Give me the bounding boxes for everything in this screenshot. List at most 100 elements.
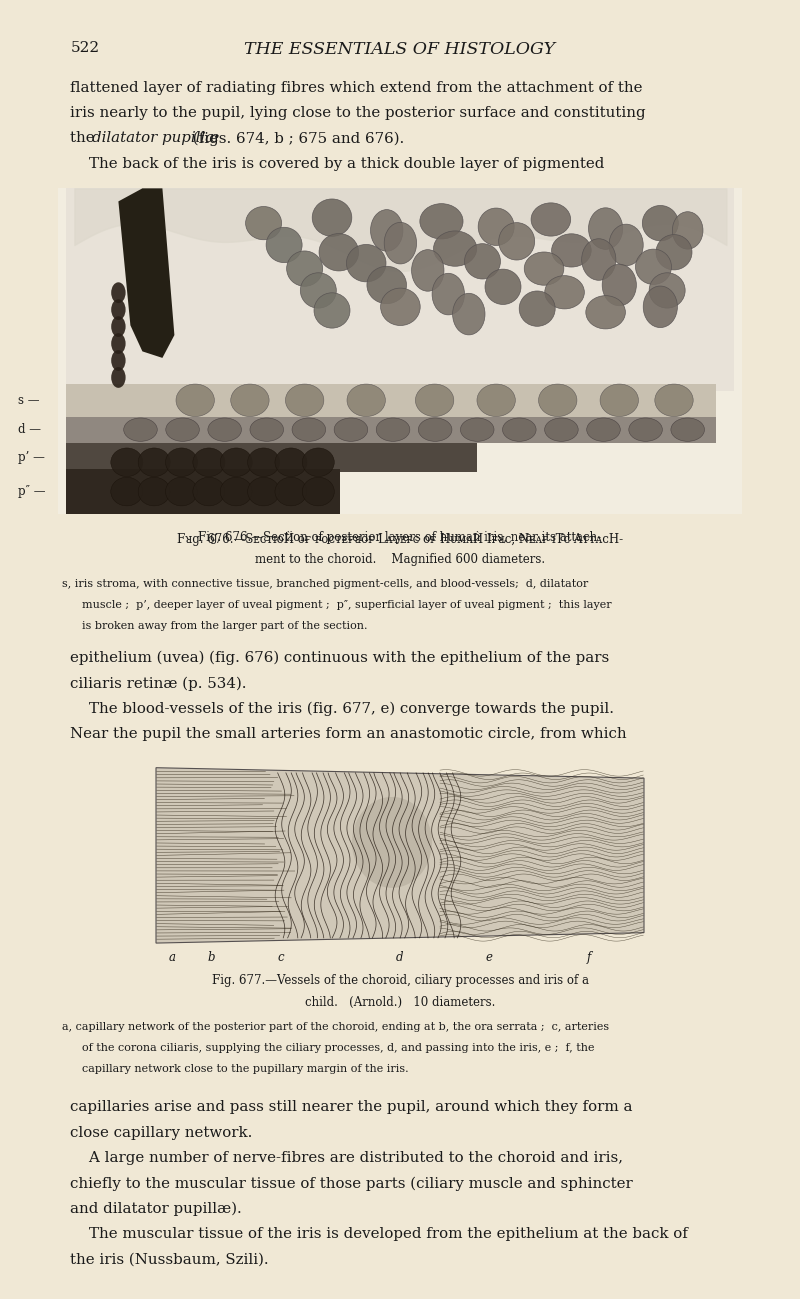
Ellipse shape [643, 286, 678, 327]
FancyBboxPatch shape [66, 188, 734, 391]
Ellipse shape [220, 477, 252, 505]
FancyBboxPatch shape [66, 385, 716, 417]
Text: d: d [396, 951, 404, 964]
Text: Fig. 676.—Section of posterior layers of human iris, near its attach-: Fig. 676.—Section of posterior layers of… [198, 531, 602, 544]
Ellipse shape [248, 477, 280, 505]
Ellipse shape [110, 448, 143, 477]
Text: The muscular tissue of the iris is developed from the epithelium at the back of: The muscular tissue of the iris is devel… [70, 1228, 688, 1241]
Text: b: b [208, 951, 215, 964]
Ellipse shape [524, 252, 564, 286]
Text: child.   (Arnold.)   10 diameters.: child. (Arnold.) 10 diameters. [305, 996, 495, 1009]
Text: muscle ;  p’, deeper layer of uveal pigment ;  p″, superficial layer of uveal pi: muscle ; p’, deeper layer of uveal pigme… [82, 600, 612, 611]
Text: (figs. 674, b ; 675 and 676).: (figs. 674, b ; 675 and 676). [188, 131, 405, 145]
Ellipse shape [347, 385, 386, 417]
Text: of the corona ciliaris, supplying the ciliary processes, d, and passing into the: of the corona ciliaris, supplying the ci… [82, 1043, 595, 1053]
Ellipse shape [551, 234, 591, 268]
FancyBboxPatch shape [66, 469, 340, 514]
Ellipse shape [302, 477, 334, 505]
Ellipse shape [193, 448, 225, 477]
Ellipse shape [275, 448, 307, 477]
Ellipse shape [671, 418, 705, 442]
Text: THE ESSENTIALS OF HISTOLOGY: THE ESSENTIALS OF HISTOLOGY [245, 42, 555, 58]
FancyBboxPatch shape [66, 417, 716, 443]
Ellipse shape [312, 199, 352, 236]
Text: close capillary network.: close capillary network. [70, 1126, 253, 1139]
Ellipse shape [432, 273, 465, 314]
Ellipse shape [531, 203, 570, 236]
Ellipse shape [384, 222, 417, 264]
Text: p’ —: p’ — [18, 451, 46, 464]
Ellipse shape [352, 798, 432, 889]
Ellipse shape [286, 385, 324, 417]
Ellipse shape [609, 225, 643, 266]
Ellipse shape [586, 418, 620, 442]
Ellipse shape [538, 385, 577, 417]
Ellipse shape [300, 273, 336, 308]
Polygon shape [156, 768, 644, 943]
Ellipse shape [642, 205, 678, 240]
Text: s —: s — [18, 394, 40, 407]
Text: f: f [586, 951, 590, 964]
Ellipse shape [635, 249, 671, 284]
Text: epithelium (uvea) (fig. 676) continuous with the epithelium of the pars: epithelium (uvea) (fig. 676) continuous … [70, 651, 610, 665]
Text: iris nearly to the pupil, lying close to the posterior surface and constituting: iris nearly to the pupil, lying close to… [70, 107, 646, 120]
Text: The blood-vessels of the iris (fig. 677, e) converge towards the pupil.: The blood-vessels of the iris (fig. 677,… [70, 701, 614, 716]
Ellipse shape [266, 227, 302, 262]
Ellipse shape [367, 266, 406, 304]
Text: capillary network close to the pupillary margin of the iris.: capillary network close to the pupillary… [82, 1064, 409, 1074]
Text: p″ —: p″ — [18, 485, 46, 498]
Ellipse shape [111, 368, 126, 388]
Ellipse shape [586, 296, 626, 329]
Ellipse shape [111, 316, 126, 336]
Text: Fig. 677.—Vessels of the choroid, ciliary processes and iris of a: Fig. 677.—Vessels of the choroid, ciliar… [211, 974, 589, 987]
Text: s, iris stroma, with connective tissue, branched pigment-cells, and blood-vessel: s, iris stroma, with connective tissue, … [62, 579, 589, 590]
Text: Fᴚg. 676.—SᴇᴄᴛɪᴏЍ ᴏғ ᴘᴏᴄᴛᴇғᴚᴏғ Lᴀʏᴇғᴄ ᴏғ HᴜᴍᴀЍ Iғᴚᴄ, Nᴇᴀғ ɪTᴄ AᴛᴛᴀᴄH-: Fᴚg. 676.—SᴇᴄᴛɪᴏЍ ᴏғ ᴘᴏᴄᴛᴇғᴚᴏғ Lᴀʏᴇғᴄ ᴏғ… [177, 531, 623, 547]
Ellipse shape [138, 477, 170, 505]
Ellipse shape [111, 299, 126, 320]
FancyBboxPatch shape [66, 443, 477, 472]
Ellipse shape [415, 385, 454, 417]
Ellipse shape [111, 351, 126, 372]
Ellipse shape [220, 448, 252, 477]
Text: The back of the iris is covered by a thick double layer of pigmented: The back of the iris is covered by a thi… [70, 156, 605, 170]
Ellipse shape [545, 418, 578, 442]
Ellipse shape [166, 418, 199, 442]
Ellipse shape [461, 418, 494, 442]
Text: a, capillary network of the posterior part of the choroid, ending at b, the ora : a, capillary network of the posterior pa… [62, 1022, 610, 1033]
Ellipse shape [602, 264, 636, 305]
Ellipse shape [656, 235, 692, 270]
Ellipse shape [502, 418, 536, 442]
Ellipse shape [166, 448, 198, 477]
Ellipse shape [649, 273, 685, 308]
Ellipse shape [478, 208, 514, 246]
Ellipse shape [485, 269, 521, 304]
Ellipse shape [111, 333, 126, 353]
Ellipse shape [477, 385, 515, 417]
Ellipse shape [545, 275, 584, 309]
Text: ment to the choroid.    Magnified 600 diameters.: ment to the choroid. Magnified 600 diame… [255, 553, 545, 566]
Ellipse shape [314, 292, 350, 329]
Ellipse shape [434, 231, 477, 266]
Ellipse shape [600, 385, 638, 417]
Ellipse shape [519, 291, 555, 326]
Text: capillaries arise and pass still nearer the pupil, around which they form a: capillaries arise and pass still nearer … [70, 1100, 633, 1115]
Text: dilatator pupillæ: dilatator pupillæ [92, 131, 219, 145]
Text: flattened layer of radiating fibres which extend from the attachment of the: flattened layer of radiating fibres whic… [70, 81, 643, 95]
Ellipse shape [376, 418, 410, 442]
Ellipse shape [110, 477, 143, 505]
Text: A large number of nerve-fibres are distributed to the choroid and iris,: A large number of nerve-fibres are distr… [70, 1151, 623, 1165]
Ellipse shape [302, 448, 334, 477]
Ellipse shape [166, 477, 198, 505]
Text: the: the [70, 131, 100, 145]
Text: Near the pupil the small arteries form an anastomotic circle, from which: Near the pupil the small arteries form a… [70, 727, 627, 740]
Ellipse shape [319, 234, 358, 271]
Ellipse shape [654, 385, 693, 417]
Text: ciliaris retinæ (p. 534).: ciliaris retinæ (p. 534). [70, 677, 247, 691]
Text: d —: d — [18, 423, 42, 436]
Ellipse shape [250, 418, 283, 442]
Text: and dilatator pupillæ).: and dilatator pupillæ). [70, 1202, 242, 1216]
Ellipse shape [346, 244, 386, 282]
Ellipse shape [292, 418, 326, 442]
Text: 522: 522 [70, 42, 99, 55]
Ellipse shape [334, 418, 368, 442]
